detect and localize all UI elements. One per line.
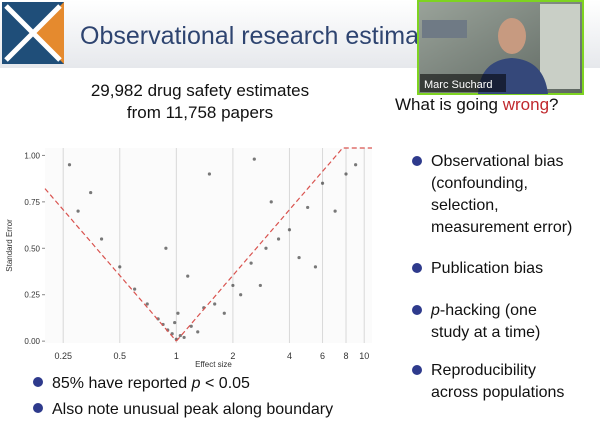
bullet [33,403,43,413]
plot-area [45,148,372,343]
bullet-text: (confounding, [431,175,528,192]
y-tick-label: 0.50 [24,244,40,253]
point [189,324,193,328]
question: What is going wrong? [395,95,559,114]
bullet-text: selection, [431,197,499,214]
point [222,311,226,315]
point [297,255,301,260]
point [258,283,262,288]
y-axis-label: Standard Error [5,219,14,272]
bullet-text: p-hacking (one [430,302,537,319]
x-tick-label: 0.5 [114,351,127,361]
point [344,172,348,176]
x-tick-label: 2 [230,351,235,361]
scatter-plot: 0.25 0.5 1 2 4 6 8 10 0.00 0.25 0.50 0.75 1.00 Effect… [5,147,372,369]
text: < 0.05 [201,375,250,392]
y-tick-label: 0.25 [24,291,40,300]
point [118,265,122,269]
x-tick-label: 1 [174,351,179,361]
point [287,228,292,232]
point [264,246,268,250]
bullet [33,377,43,387]
point [164,246,168,250]
boundary-line [175,147,372,342]
point [178,333,182,338]
point [133,287,137,291]
bullet [412,365,422,375]
logo [2,2,64,64]
point [89,190,93,195]
point [333,209,337,213]
point [313,265,318,269]
bullet-text: across populations [431,384,564,401]
point [145,302,149,306]
point [176,311,180,315]
y-tick-label: 0.75 [24,198,40,207]
point [186,274,190,278]
point [239,293,243,297]
heading-line: 29,982 drug safety estimates [91,81,309,100]
participant-name: Marc Suchard [424,79,492,91]
bullet [412,305,422,315]
text: ? [549,95,558,114]
highlight: wrong [502,95,549,114]
point [269,200,273,204]
point [182,335,186,340]
text: p [430,302,440,319]
point [76,209,80,213]
x-tick-label: 10 [359,351,369,361]
point [99,237,104,241]
x-tick-label: 4 [287,351,292,361]
point [276,237,281,241]
video-tile: Marc Suchard [417,0,584,95]
y-tick-label: 0.00 [24,337,40,346]
x-axis-label: Effect size [195,360,232,369]
point [213,302,217,306]
point [249,261,253,265]
text: 85% have reported [52,375,192,392]
point [354,163,358,167]
boundary-line [44,188,177,342]
bullet-text: Also note unusual peak along boundary [52,401,333,418]
x-tick-label: 8 [344,351,349,361]
x-tick-label: 0.25 [54,351,72,361]
slide-title: Observational research estimates [80,22,452,50]
bullet-text: measurement error) [431,219,572,236]
point [207,172,212,176]
point [196,330,200,334]
y-tick-label: 1.00 [24,151,40,160]
bullet [412,263,422,273]
bullet-text: 85% have reported p < 0.05 [52,375,250,392]
point [231,283,235,288]
point [173,320,177,325]
point [306,205,310,210]
left-bullets: 85% have reported p < 0.05 Also note unu… [33,375,333,418]
point [252,157,256,161]
heading-line: from 11,758 papers [127,103,273,122]
x-tick-label: 6 [320,351,325,361]
right-bullets: Observational bias (confounding, selecti… [412,153,572,401]
text: p [191,375,201,392]
bullet-text: study at a time) [431,324,540,341]
point [320,181,325,185]
bullet [412,156,422,166]
point [67,163,72,167]
text: -hacking (one [440,302,537,319]
bullet-text: Publication bias [431,260,543,277]
text: What is going [395,95,503,114]
bullet-text: Reproducibility [431,362,536,379]
bullet-text: Observational bias [431,153,564,170]
